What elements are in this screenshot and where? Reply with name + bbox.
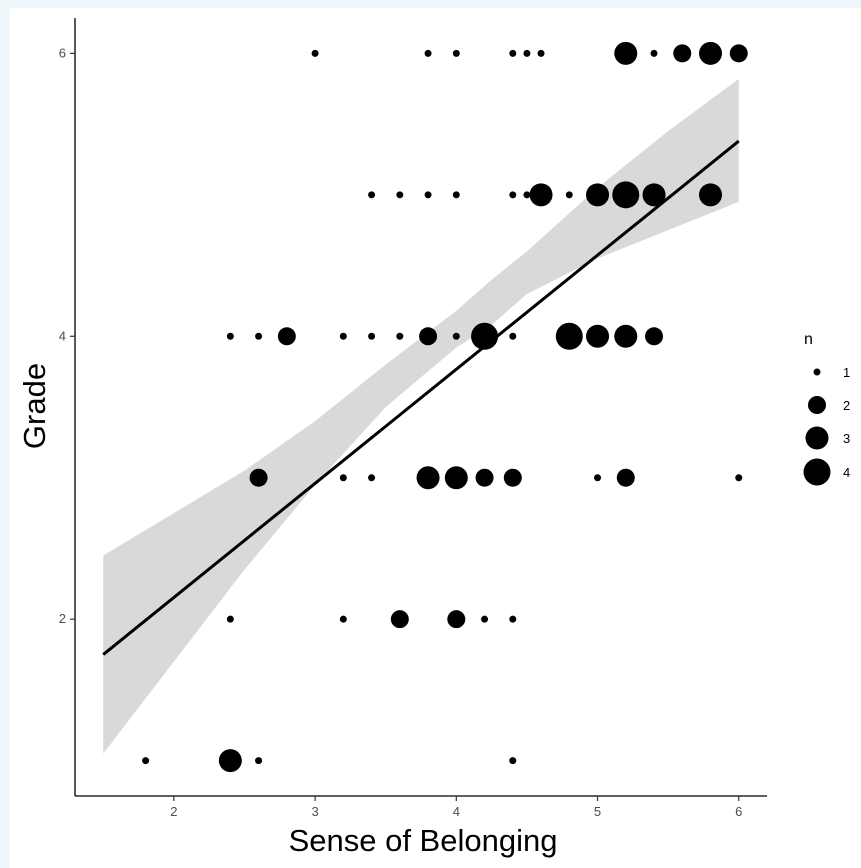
data-point bbox=[255, 332, 263, 340]
data-point bbox=[339, 474, 347, 482]
data-point bbox=[471, 322, 499, 350]
data-point bbox=[509, 191, 517, 199]
confidence-band-layer bbox=[103, 78, 739, 754]
data-point bbox=[218, 749, 242, 773]
legend-key bbox=[813, 368, 821, 376]
data-point bbox=[645, 327, 664, 346]
legend-label: 1 bbox=[843, 365, 850, 380]
data-point bbox=[642, 183, 666, 207]
data-point bbox=[339, 615, 347, 623]
data-point bbox=[475, 468, 494, 487]
x-tick-label: 5 bbox=[594, 804, 601, 819]
data-point bbox=[612, 181, 640, 209]
data-point bbox=[447, 610, 466, 629]
data-point bbox=[523, 49, 531, 57]
legend: n 1 2 3 4 bbox=[803, 331, 850, 486]
data-point bbox=[390, 610, 409, 629]
legend-label: 2 bbox=[843, 398, 850, 413]
y-axis-title: Grade bbox=[17, 363, 52, 449]
data-point bbox=[555, 322, 583, 350]
x-tick-label: 4 bbox=[453, 804, 460, 819]
data-point bbox=[699, 41, 723, 65]
data-point bbox=[735, 474, 743, 482]
data-point bbox=[444, 466, 468, 490]
regression-line bbox=[102, 139, 740, 656]
data-point bbox=[481, 615, 489, 623]
legend-title: n bbox=[804, 331, 813, 348]
y-tick-label: 6 bbox=[59, 45, 66, 60]
data-point bbox=[529, 183, 553, 207]
data-point bbox=[503, 468, 522, 487]
data-point bbox=[368, 191, 376, 199]
data-point bbox=[226, 332, 234, 340]
x-tick-label: 6 bbox=[735, 804, 742, 819]
data-point bbox=[396, 191, 404, 199]
data-point bbox=[616, 468, 635, 487]
data-point bbox=[452, 49, 460, 57]
y-tick-label: 4 bbox=[59, 328, 66, 343]
axes-layer: 2 3 4 5 6 2 4 6 bbox=[59, 18, 767, 819]
x-axis-title: Sense of Belonging bbox=[289, 823, 558, 858]
legend-key bbox=[805, 426, 829, 450]
data-point bbox=[523, 191, 531, 199]
legend-key bbox=[808, 396, 826, 414]
data-point bbox=[509, 332, 517, 340]
data-point bbox=[650, 49, 658, 57]
confidence-band bbox=[103, 78, 739, 754]
data-point bbox=[277, 327, 296, 346]
data-point bbox=[594, 474, 602, 482]
data-point bbox=[673, 44, 692, 63]
data-point bbox=[339, 332, 347, 340]
data-point bbox=[311, 49, 319, 57]
data-point bbox=[249, 468, 268, 487]
y-tick-label: 2 bbox=[59, 611, 66, 626]
data-point bbox=[509, 757, 517, 765]
legend-key bbox=[803, 458, 831, 486]
data-point bbox=[142, 757, 150, 765]
data-point bbox=[729, 44, 748, 63]
data-point bbox=[586, 183, 610, 207]
data-point bbox=[537, 49, 545, 57]
data-point bbox=[416, 466, 440, 490]
points-layer bbox=[142, 41, 748, 773]
data-point bbox=[452, 191, 460, 199]
data-point bbox=[452, 332, 460, 340]
data-point bbox=[424, 49, 432, 57]
data-point bbox=[368, 332, 376, 340]
legend-label: 4 bbox=[843, 465, 850, 480]
data-point bbox=[565, 191, 573, 199]
data-point bbox=[226, 615, 234, 623]
data-point bbox=[586, 324, 610, 348]
legend-label: 3 bbox=[843, 431, 850, 446]
data-point bbox=[424, 191, 432, 199]
trend-line-layer bbox=[102, 139, 740, 656]
data-point bbox=[396, 332, 404, 340]
data-point bbox=[614, 324, 638, 348]
data-point bbox=[419, 327, 438, 346]
data-point bbox=[368, 474, 376, 482]
data-point bbox=[509, 49, 517, 57]
x-tick-label: 2 bbox=[170, 804, 177, 819]
x-tick-label: 3 bbox=[311, 804, 318, 819]
data-point bbox=[509, 615, 517, 623]
data-point bbox=[614, 41, 638, 65]
data-point bbox=[699, 183, 723, 207]
data-point bbox=[255, 757, 263, 765]
